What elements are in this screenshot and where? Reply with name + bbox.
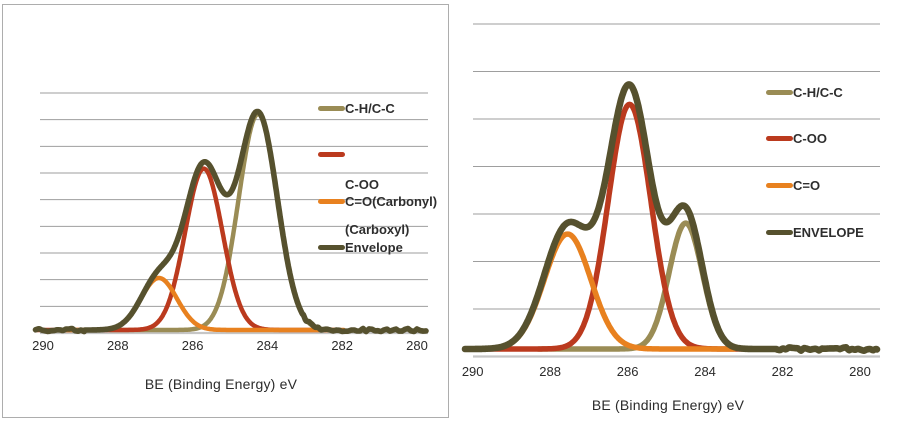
x-tick-label: 282 [331,338,354,353]
right-x-axis-title: BE (Binding Energy) eV [591,397,745,413]
legend-swatch-olive [318,106,345,111]
legend-swatch-orange [766,183,793,188]
curve-envelope [32,108,429,335]
legend-item-co: C=O(Carbonyl) [318,194,437,209]
legend-label: C-OO [793,131,827,146]
legend-item-envelope: Envelope [318,240,403,255]
legend-label: C-H/C-C [345,101,395,116]
legend-swatch-red [766,136,793,141]
legend-label: C=O(Carbonyl) [345,194,438,209]
x-tick-label: 290 [461,364,484,379]
legend-label: ENVELOPE [793,225,864,240]
legend-item-chc: C-H/C-C [766,85,843,100]
legend-item-envelope: ENVELOPE [766,225,864,240]
legend-swatch-dark-olive [318,245,345,250]
x-tick-label: 280 [406,338,428,353]
legend-swatch-dark-olive [766,230,793,235]
x-tick-label: 282 [771,364,794,379]
x-tick-label: 280 [849,364,871,379]
legend-swatch-orange [318,199,345,204]
left-chart-panel-border [2,4,449,418]
legend-label-line1: C-OO [345,177,379,192]
curve-envelope [461,81,881,354]
legend-swatch-olive [766,90,793,95]
legend-label: C=O [793,178,821,193]
legend-item-chc: C-H/C-C [318,101,395,116]
x-tick-label: 284 [256,338,279,353]
legend-label: C-H/C-C [793,85,843,100]
x-tick-label: 284 [694,364,716,379]
legend-label-line2: (Carboxyl) [345,222,410,237]
x-tick-label: 290 [32,338,54,353]
legend-item-coo: C-OO (Carboxyl) [318,147,409,267]
legend-item-co: C=O [766,178,820,193]
x-tick-label: 286 [181,338,204,353]
legend-item-coo: C-OO [766,131,827,146]
left-x-axis-title: BE (Binding Energy) eV [144,376,298,392]
x-tick-label: 288 [106,338,129,353]
legend-swatch-red [318,152,345,157]
legend-label: C-OO (Carboxyl) [345,147,409,267]
x-tick-label: 286 [616,364,639,379]
legend-label: Envelope [345,240,403,255]
x-tick-label: 288 [539,364,561,379]
